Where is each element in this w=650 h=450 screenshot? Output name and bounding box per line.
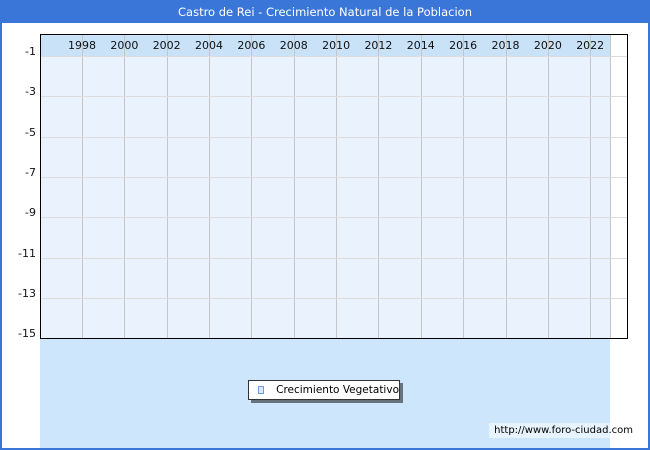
v-gridline [590,35,592,338]
h-gridline [41,297,627,299]
h-gridline [41,56,627,57]
page-title: Castro de Rei - Crecimiento Natural de l… [2,2,648,23]
v-gridline [336,35,338,338]
x-axis-band [41,35,611,56]
x-tick-label: 2010 [322,39,351,52]
x-tick-label: 2020 [533,39,562,52]
legend-item-label: Crecimiento Vegetativo [276,384,399,396]
h-gridline [41,136,627,138]
chart-plot-inner: 1998 2000 2002 2004 2006 2008 2010 2012 2014 2016… [41,35,627,338]
x-tick-label: 1998 [68,39,96,52]
x-tick-label: 2018 [491,39,520,52]
x-tick-label: 2002 [152,39,181,52]
chart-plot-box: 1998 2000 2002 2004 2006 2008 2010 2012 2014 2016… [40,34,628,339]
y-tick-label: -11 [18,246,36,260]
x-tick-label: 2004 [195,39,224,52]
y-tick-label: -9 [25,206,36,220]
v-gridline [378,35,380,338]
v-gridline [82,35,83,338]
v-gridline [420,35,422,338]
x-tick-label: 2016 [449,39,478,52]
plot-area [41,35,611,338]
y-tick-label: -13 [18,286,36,300]
v-gridline [293,35,295,338]
y-tick-label: -1 [25,45,36,58]
v-gridline [124,35,126,338]
x-tick-label: 2014 [406,39,435,52]
foro-ciudad-link[interactable]: http://www.foro-ciudad.com [489,423,638,438]
x-tick-label: 2008 [279,39,308,52]
x-tick-label: 2006 [237,39,266,52]
y-tick-label: -5 [25,125,36,139]
v-gridline [166,35,168,338]
y-tick-label: -3 [25,85,36,99]
series-swatch-icon [258,386,265,394]
legend[interactable]: Crecimiento Vegetativo [248,380,400,400]
v-gridline [547,35,549,338]
v-gridline [505,35,507,338]
v-gridline [251,35,253,338]
y-tick-label: -7 [25,165,36,179]
x-tick-label: 2022 [576,39,605,52]
h-gridline [41,96,627,98]
h-gridline [41,217,627,219]
v-gridline [209,35,211,338]
h-gridline [41,257,627,259]
x-tick-label: 2012 [364,39,393,52]
y-tick-label: -15 [18,327,36,341]
h-gridline [41,176,627,178]
v-gridline [463,35,465,338]
x-tick-label: 2000 [110,39,139,52]
v-gridline [610,35,611,338]
